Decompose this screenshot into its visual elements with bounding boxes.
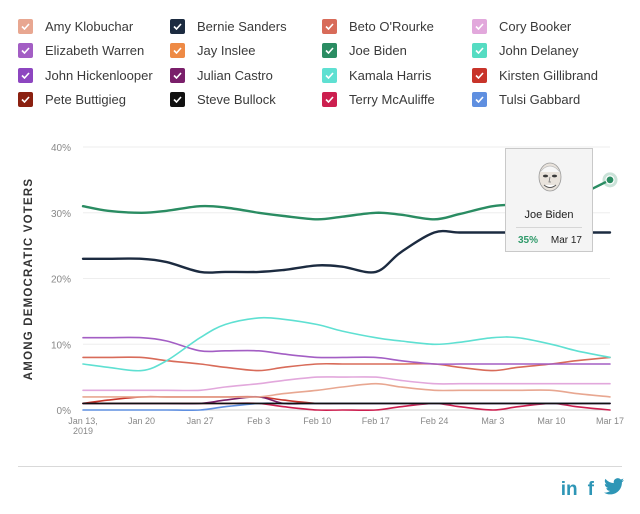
y-tick-label: 40% [51, 143, 71, 154]
y-tick-label: 0% [57, 406, 72, 417]
legend-label: Tulsi Gabbard [499, 92, 581, 107]
legend-item[interactable]: Jay Inslee [170, 41, 256, 61]
legend-label: Bernie Sanders [197, 18, 287, 34]
legend-label: Cory Booker [499, 18, 572, 34]
legend-item[interactable]: Steve Bullock [170, 90, 276, 110]
legend-item[interactable]: Elizabeth Warren [18, 41, 144, 61]
series-line [82, 376, 611, 392]
checkbox-check-icon[interactable] [170, 92, 185, 107]
social-share: in f [561, 478, 624, 501]
checkbox-check-icon[interactable] [322, 92, 337, 107]
y-axis-label: AMONG DEMOCRATIC VOTERS [23, 178, 35, 380]
tooltip-name: Joe Biden [524, 209, 574, 221]
legend-label: Terry McAuliffe [349, 92, 435, 107]
legend-label: John Hickenlooper [45, 67, 153, 83]
checkbox-check-icon[interactable] [472, 92, 487, 107]
tooltip-date: Mar 17 [550, 235, 582, 246]
x-tick-label: Jan 13, 2019 [68, 416, 98, 436]
x-tick-label: Jan 27 [187, 416, 214, 426]
legend-label: Julian Castro [197, 67, 273, 83]
x-tick-label: Mar 17 [596, 416, 624, 426]
checkbox-check-icon[interactable] [472, 43, 487, 58]
checkbox-check-icon[interactable] [18, 67, 33, 83]
legend-label: Beto O'Rourke [349, 18, 434, 34]
checkbox-check-icon[interactable] [472, 18, 487, 34]
checkbox-check-icon[interactable] [18, 43, 33, 58]
x-tick-label: Feb 10 [303, 416, 331, 426]
series-line [82, 382, 611, 398]
y-tick-label: 30% [51, 209, 71, 220]
checkbox-check-icon[interactable] [170, 18, 185, 34]
legend-item[interactable]: Beto O'Rourke [322, 16, 434, 36]
legend-item[interactable]: Kirsten Gillibrand [472, 65, 598, 85]
series-line [82, 402, 611, 412]
tooltip-value: 35% [518, 235, 539, 246]
checkbox-check-icon[interactable] [18, 92, 33, 107]
checkbox-check-icon[interactable] [322, 67, 337, 83]
series-line [82, 316, 611, 372]
legend-label: Steve Bullock [197, 92, 276, 107]
facebook-icon[interactable]: f [587, 478, 594, 500]
x-tick-label: Feb 24 [420, 416, 448, 426]
checkbox-check-icon[interactable] [322, 43, 337, 58]
twitter-icon[interactable] [604, 478, 624, 501]
chart-legend: Amy Klobuchar Bernie Sanders Beto O'Rourke… [18, 16, 638, 116]
legend-label: Jay Inslee [197, 43, 256, 58]
legend-item[interactable]: John Delaney [472, 41, 579, 61]
legend-item[interactable]: Pete Buttigieg [18, 90, 126, 110]
checkbox-check-icon[interactable] [170, 43, 185, 58]
y-tick-label: 10% [51, 340, 71, 351]
series-line [82, 402, 611, 412]
series-line [82, 336, 611, 366]
legend-item[interactable]: Julian Castro [170, 65, 273, 85]
legend-item[interactable]: Cory Booker [472, 16, 571, 36]
legend-item[interactable]: Kamala Harris [322, 65, 431, 85]
y-tick-label: 20% [51, 275, 71, 286]
legend-label: Joe Biden [349, 43, 407, 58]
tooltip: Joe Biden 35% Mar 17 [505, 148, 593, 252]
legend-label: Kamala Harris [349, 67, 432, 83]
checkbox-check-icon[interactable] [472, 67, 487, 83]
x-tick-label: Jan 20 [128, 416, 155, 426]
x-tick-label: Mar 10 [537, 416, 565, 426]
footer-divider [18, 466, 622, 467]
legend-label: Elizabeth Warren [45, 43, 145, 58]
checkbox-check-icon[interactable] [170, 67, 185, 83]
legend-label: John Delaney [499, 43, 579, 58]
legend-item[interactable]: Amy Klobuchar [18, 16, 133, 36]
legend-item[interactable]: Tulsi Gabbard [472, 90, 580, 110]
legend-item[interactable]: John Hickenlooper [18, 65, 153, 85]
x-tick-label: Feb 3 [247, 416, 270, 426]
x-tick-label: Feb 17 [362, 416, 390, 426]
legend-label: Kirsten Gillibrand [499, 67, 598, 83]
tooltip-divider [516, 227, 582, 228]
legend-item[interactable]: Bernie Sanders [170, 16, 287, 36]
legend-item[interactable]: Terry McAuliffe [322, 90, 435, 110]
x-tick-label: Mar 3 [481, 416, 504, 426]
legend-item[interactable]: Joe Biden [322, 41, 407, 61]
highlight-point [605, 175, 615, 185]
legend-label: Pete Buttigieg [45, 92, 126, 107]
linkedin-icon[interactable]: in [560, 478, 578, 500]
checkbox-check-icon[interactable] [18, 18, 33, 34]
checkbox-check-icon[interactable] [322, 18, 337, 34]
legend-label: Amy Klobuchar [45, 18, 134, 34]
candidate-portrait-icon [538, 162, 562, 192]
